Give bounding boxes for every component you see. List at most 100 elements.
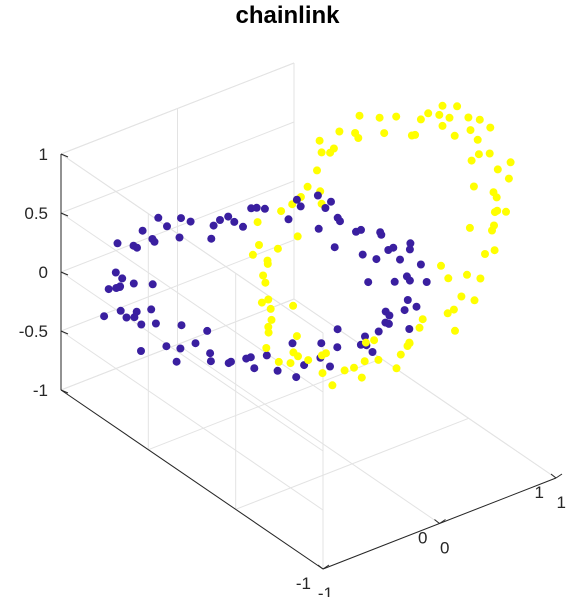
data-point-series-1 — [177, 321, 186, 330]
data-point-series-2 — [261, 278, 270, 287]
data-point-series-1 — [137, 320, 146, 329]
data-point-series-1 — [137, 347, 145, 355]
data-point-series-2 — [438, 101, 447, 110]
data-point-series-2 — [444, 274, 453, 283]
z-tick-label: -1 — [33, 381, 48, 400]
data-point-series-1 — [230, 217, 239, 226]
data-point-series-2 — [313, 166, 321, 175]
data-point-series-2 — [322, 349, 330, 358]
data-point-series-2 — [506, 158, 515, 167]
z-tick-mark — [60, 212, 69, 217]
data-point-series-2 — [443, 309, 452, 318]
data-point-series-2 — [293, 232, 302, 241]
data-point-series-2 — [355, 111, 364, 120]
data-point-series-2 — [360, 357, 369, 366]
data-point-series-2 — [257, 298, 266, 307]
x-tick-label: -1 — [318, 584, 333, 597]
data-point-series-1 — [314, 224, 323, 233]
data-point-series-1 — [390, 277, 399, 286]
data-point-series-1 — [252, 203, 261, 212]
data-point-series-1 — [163, 222, 171, 231]
data-point-series-1 — [333, 343, 342, 352]
data-point-series-2 — [490, 246, 499, 255]
data-point-series-2 — [485, 149, 494, 158]
data-point-series-2 — [453, 102, 462, 111]
data-point-series-2 — [266, 304, 275, 313]
data-point-series-2 — [294, 352, 302, 361]
data-point-series-1 — [177, 214, 185, 223]
y-axis-line — [60, 389, 324, 570]
data-point-series-2 — [264, 322, 273, 331]
grid-line — [235, 417, 469, 510]
data-point-series-2 — [469, 182, 478, 191]
data-point-series-1 — [361, 332, 369, 341]
data-point-series-2 — [486, 123, 495, 132]
data-point-series-2 — [304, 356, 313, 365]
data-point-series-2 — [463, 270, 471, 279]
data-point-series-2 — [264, 328, 273, 337]
data-point-series-2 — [438, 121, 447, 130]
data-point-series-2 — [475, 115, 484, 124]
data-point-series-2 — [464, 113, 473, 122]
data-point-series-1 — [176, 344, 185, 353]
data-point-series-1 — [147, 305, 156, 314]
data-point-series-2 — [411, 130, 420, 139]
data-point-series-2 — [502, 207, 510, 216]
data-point-series-1 — [326, 362, 334, 371]
data-point-series-1 — [206, 357, 215, 366]
data-point-series-2 — [274, 357, 283, 366]
data-point-series-2 — [263, 259, 272, 268]
data-point-series-2 — [253, 218, 262, 227]
data-point-series-2 — [277, 207, 286, 216]
data-point-series-1 — [115, 283, 124, 291]
data-point-series-1 — [385, 311, 394, 320]
z-tick-label: 0.5 — [24, 204, 48, 223]
data-point-series-2 — [264, 295, 273, 304]
x-tick-mark — [550, 473, 557, 479]
data-point-series-1 — [122, 313, 131, 322]
data-point-series-1 — [336, 217, 344, 226]
data-point-series-2 — [292, 332, 301, 341]
data-point-series-1 — [207, 234, 216, 243]
data-point-series-1 — [377, 230, 386, 239]
z-tick-label: -0.5 — [19, 322, 48, 341]
data-point-series-2 — [450, 131, 459, 140]
data-point-series-1 — [358, 250, 367, 259]
data-point-series-2 — [374, 355, 383, 364]
data-point-series-1 — [246, 353, 255, 362]
data-point-series-1 — [384, 319, 393, 328]
data-point-series-2 — [396, 350, 405, 359]
data-point-series-1 — [100, 312, 109, 321]
data-point-series-1 — [406, 239, 415, 248]
z-tick-label: 1 — [39, 145, 48, 164]
data-point-series-1 — [129, 279, 138, 288]
data-point-series-2 — [315, 136, 324, 145]
data-point-series-2 — [289, 301, 298, 310]
data-point-series-1 — [224, 212, 233, 221]
data-point-series-1 — [162, 342, 171, 351]
data-point-series-1 — [412, 302, 421, 311]
data-point-series-1 — [239, 222, 247, 231]
x-tick-mark — [317, 564, 324, 570]
data-point-series-1 — [321, 204, 330, 212]
data-point-series-2 — [392, 112, 401, 121]
data-point-series-2 — [474, 150, 483, 159]
data-point-series-2 — [405, 338, 414, 347]
data-point-series-1 — [317, 339, 326, 348]
data-point-series-2 — [329, 144, 338, 153]
data-point-series-1 — [227, 357, 235, 366]
x-tick-mark — [434, 519, 440, 524]
data-point-series-1 — [405, 325, 414, 333]
data-point-series-2 — [380, 129, 389, 138]
grid-line — [148, 358, 382, 451]
data-point-series-1 — [111, 268, 120, 277]
data-point-series-2 — [248, 250, 257, 259]
data-point-series-2 — [335, 127, 344, 136]
data-point-series-1 — [216, 216, 224, 224]
data-point-series-2 — [473, 135, 482, 144]
data-point-series-1 — [175, 233, 184, 242]
data-point-series-2 — [470, 296, 479, 305]
data-point-series-1 — [138, 226, 147, 235]
data-point-series-1 — [260, 204, 269, 213]
data-point-series-1 — [296, 202, 305, 211]
